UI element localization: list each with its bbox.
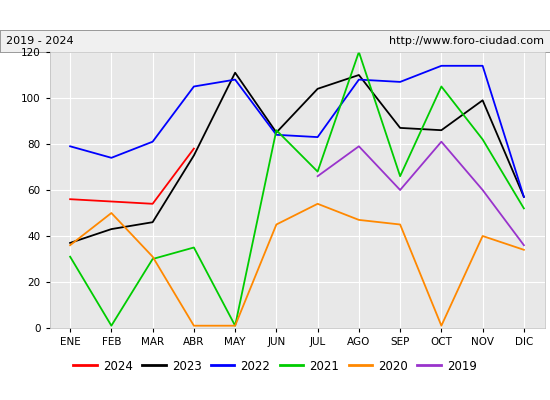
Text: http://www.foro-ciudad.com: http://www.foro-ciudad.com [389,36,544,46]
Text: 2019 - 2024: 2019 - 2024 [6,36,73,46]
Legend: 2024, 2023, 2022, 2021, 2020, 2019: 2024, 2023, 2022, 2021, 2020, 2019 [69,355,481,377]
Text: Evolucion Nº Turistas Extranjeros en el municipio de Alarcón: Evolucion Nº Turistas Extranjeros en el … [66,8,484,22]
